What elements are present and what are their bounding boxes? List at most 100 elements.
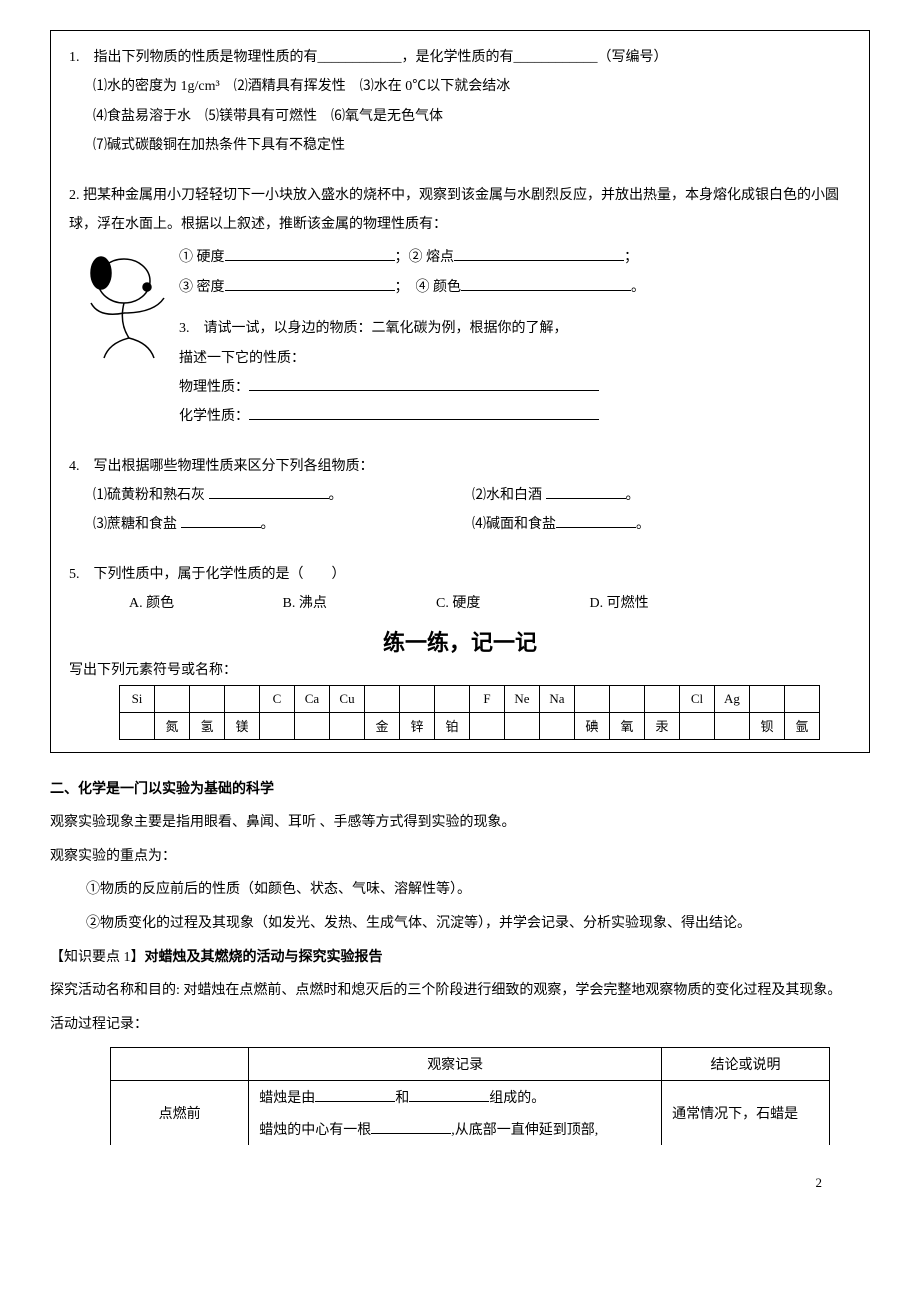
txt: 蜡烛的中心有一根 [259,1123,371,1138]
q2-l1b: ；② 熔点 [395,250,455,265]
table-row: Si C Ca Cu F Ne Na Cl Ag [120,685,820,712]
cell: Si [120,685,155,712]
question-4: 4. 写出根据哪些物理性质来区分下列各组物质： ⑴硫黄粉和熟石灰 。 ⑵水和白酒… [69,452,851,540]
cell [715,712,750,739]
q5-optA: A. 颜色 [129,589,279,618]
cell: Na [540,685,575,712]
section2-p4: ②物质变化的过程及其现象（如发光、发热、生成气体、沉淀等），并学会记录、分析实验… [50,907,870,941]
txt: ,从底部一直伸延到顶部, [451,1123,598,1138]
q2-l1a: ① 硬度 [179,250,225,265]
cell: 钡 [750,712,785,739]
kp-title: 对蜡烛及其燃烧的活动与探究实验报告 [145,950,383,965]
q5-stem: 5. 下列性质中，属于化学性质的是（ ） [69,560,851,589]
q3-l4: 化学性质： [179,409,249,424]
q5-optD: D. 可燃性 [590,589,740,618]
section2-p5: 探究活动名称和目的: 对蜡烛在点燃前、点燃时和熄灭后的三个阶段进行细致的观察，学… [50,974,870,1008]
question-2: 2. 把某种金属用小刀轻轻切下一小块放入盛水的烧杯中，观察到该金属与水剧烈反应，… [69,181,851,432]
cell: 氢 [190,712,225,739]
section2-p1: 观察实验现象主要是指用眼看、鼻闻、耳听 、手感等方式得到实验的现象。 [50,806,870,840]
cell [645,685,680,712]
cell [435,685,470,712]
table-row: 观察记录 结论或说明 [111,1048,830,1081]
q2-body: ① 硬度 ；② 熔点 ； ③ 密度 ； ④ 颜色 。 3. 请试一试，以身边的物质：二氧… [179,243,851,431]
cell [365,685,400,712]
q3-stem: 3. 请试一试，以身边的物质：二氧化碳为例，根据你的了解， [179,314,851,343]
question-1: 1. 指出下列物质的性质是物理性质的有____________，是化学性质的有_… [69,43,851,161]
q4-b2: 。 [626,488,640,503]
q4-stem: 4. 写出根据哪些物理性质来区分下列各组物质： [69,452,851,481]
cell: 金 [365,712,400,739]
practice-lead: 写出下列元素符号或名称： [69,659,851,679]
obs-r1-line2: 蜡烛的中心有一根 ,从底部一直伸延到顶部, [249,1113,662,1145]
cell [610,685,645,712]
q3-l3: 物理性质： [179,380,249,395]
cell: 氧 [610,712,645,739]
section2-p3: ①物质的反应前后的性质（如颜色、状态、气味、溶解性等）。 [50,873,870,907]
element-table: Si C Ca Cu F Ne Na Cl Ag [119,685,820,740]
kp-label: 【知识要点 1】 [50,950,145,965]
table-row: 点燃前 蜡烛是由和组成的。 通常情况下，石蜡是 [111,1081,830,1114]
q1-opt1: ⑴水的密度为 1g/cm³ ⑵酒精具有挥发性 ⑶水在 0℃以下就会结冰 [69,72,851,101]
section2-title: 二、化学是一门以实验为基础的科学 [50,773,870,807]
cell: 碘 [575,712,610,739]
cell: 氮 [155,712,190,739]
q2-stem: 2. 把某种金属用小刀轻轻切下一小块放入盛水的烧杯中，观察到该金属与水剧烈反应，… [69,181,851,240]
cell: Cu [330,685,365,712]
cell: Ne [505,685,540,712]
obs-hdr-obs: 观察记录 [249,1048,662,1081]
cell: C [260,685,295,712]
cell [120,712,155,739]
cell: 锌 [400,712,435,739]
q4-c2: 。 [261,517,275,532]
cell: Ca [295,685,330,712]
cell [330,712,365,739]
observation-table: 观察记录 结论或说明 点燃前 蜡烛是由和组成的。 通常情况下，石蜡是 蜡烛的中心… [110,1047,830,1145]
cell [540,712,575,739]
q1-stem: 1. 指出下列物质的性质是物理性质的有____________，是化学性质的有_… [69,43,851,72]
table-row: 氮 氢 镁 金 锌 铂 碘 氧 汞 钡 氩 [120,712,820,739]
question-5: 5. 下列性质中，属于化学性质的是（ ） A. 颜色 B. 沸点 C. 硬度 D… [69,560,851,619]
cell [155,685,190,712]
cell: 汞 [645,712,680,739]
q1-opt2: ⑷食盐易溶于水 ⑸镁带具有可燃性 ⑹氧气是无色气体 [69,102,851,131]
cell [190,685,225,712]
obs-hdr-conc: 结论或说明 [662,1048,830,1081]
section2-p6: 活动过程记录： [50,1008,870,1042]
q4-d2: 。 [636,517,650,532]
cell [680,712,715,739]
q2-l2b: ； ④ 颜色 [395,280,462,295]
cell [260,712,295,739]
cell: F [470,685,505,712]
q2-l2c: 。 [631,280,645,295]
page: 1. 指出下列物质的性质是物理性质的有____________，是化学性质的有_… [0,0,920,1211]
cell [785,685,820,712]
q2-l1c: ； [624,250,638,265]
q4-a2: 。 [329,488,343,503]
cell: 铂 [435,712,470,739]
txt: 和 [395,1091,409,1106]
cell: 镁 [225,712,260,739]
section-2: 二、化学是一门以实验为基础的科学 观察实验现象主要是指用眼看、鼻闻、耳听 、手感… [50,773,870,1042]
cell [295,712,330,739]
cell [400,685,435,712]
q2-l2a: ③ 密度 [179,280,225,295]
q4-c: ⑶蔗糖和食盐 [93,517,181,532]
practice-title: 练一练，记一记 [69,625,851,657]
q4-d: ⑷碱面和食盐 [472,517,556,532]
txt: 蜡烛是由 [259,1091,315,1106]
question-box: 1. 指出下列物质的性质是物理性质的有____________，是化学性质的有_… [50,30,870,753]
cell [505,712,540,739]
q3-l2: 描述一下它的性质： [179,344,851,373]
obs-r1-line1: 蜡烛是由和组成的。 [249,1081,662,1114]
cell: 氩 [785,712,820,739]
cell: Ag [715,685,750,712]
q1-opt3: ⑺碱式碳酸铜在加热条件下具有不稳定性 [69,131,851,160]
cell [575,685,610,712]
cell [470,712,505,739]
cell [225,685,260,712]
snoopy-icon [69,243,179,363]
knowledge-point-1: 【知识要点 1】对蜡烛及其燃烧的活动与探究实验报告 [50,941,870,975]
obs-hdr-blank [111,1048,249,1081]
q4-a: ⑴硫黄粉和熟石灰 [93,488,209,503]
page-number: 2 [50,1145,870,1191]
